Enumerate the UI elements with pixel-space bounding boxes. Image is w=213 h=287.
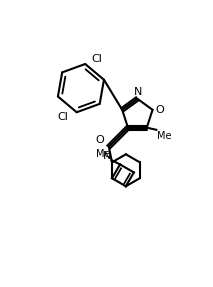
Text: Cl: Cl: [57, 112, 68, 121]
Text: Me: Me: [96, 149, 110, 159]
Text: O: O: [96, 135, 105, 145]
Text: Me: Me: [157, 131, 172, 141]
Text: N: N: [134, 87, 143, 97]
Text: Cl: Cl: [92, 54, 102, 64]
Text: N: N: [103, 151, 111, 161]
Text: O: O: [155, 105, 164, 115]
